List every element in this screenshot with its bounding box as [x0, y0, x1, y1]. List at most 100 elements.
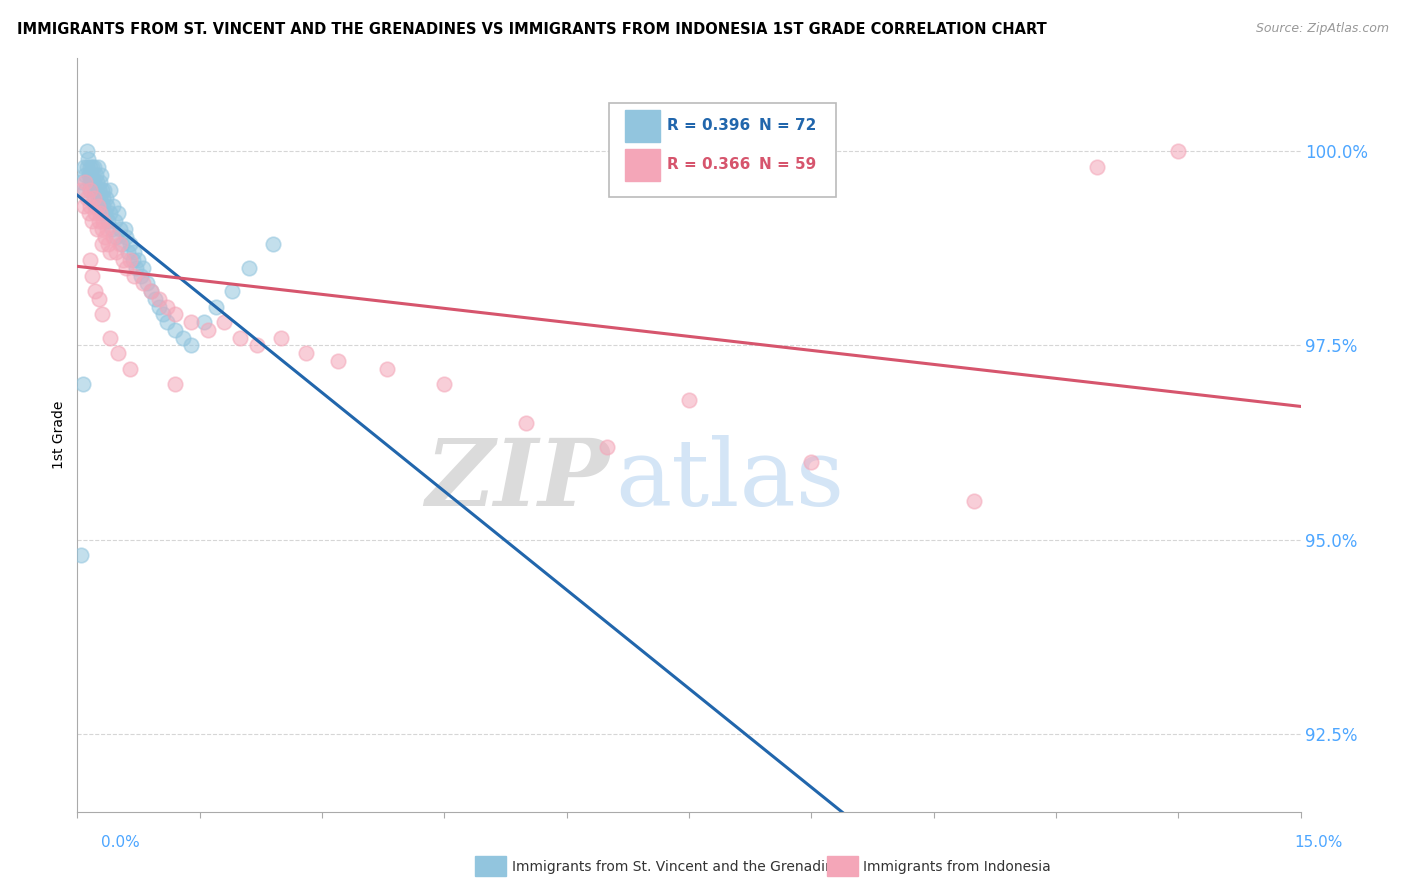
Point	[111, 237, 134, 252]
Text: atlas: atlas	[616, 435, 845, 525]
Point	[125, 260, 148, 275]
Point	[70, 175, 93, 189]
Point	[120, 237, 142, 252]
Point	[87, 214, 110, 228]
Point	[127, 252, 149, 267]
FancyBboxPatch shape	[609, 103, 835, 197]
Point	[270, 331, 292, 345]
Point	[193, 315, 215, 329]
Text: N = 59: N = 59	[759, 157, 815, 172]
Point	[103, 199, 125, 213]
Point	[90, 168, 112, 182]
Point	[180, 315, 202, 329]
Point	[1085, 160, 1108, 174]
Point	[124, 268, 146, 283]
Point	[115, 229, 138, 244]
Point	[75, 183, 97, 197]
Point	[262, 237, 284, 252]
Point	[129, 268, 152, 283]
Point	[98, 183, 121, 197]
Point	[963, 494, 986, 508]
Point	[121, 252, 143, 267]
Point	[97, 214, 120, 228]
Point	[87, 292, 110, 306]
Point	[84, 284, 107, 298]
Point	[83, 191, 105, 205]
Point	[172, 331, 194, 345]
Point	[76, 191, 98, 205]
Point	[89, 199, 111, 213]
Point	[72, 377, 94, 392]
Point	[107, 346, 129, 360]
Point	[294, 346, 316, 360]
Point	[86, 222, 108, 236]
Point	[212, 315, 235, 329]
Point	[80, 175, 103, 189]
Point	[90, 222, 112, 236]
Point	[76, 145, 98, 159]
Point	[80, 160, 103, 174]
Point	[93, 214, 115, 228]
Point	[117, 245, 139, 260]
Point	[148, 300, 170, 314]
Point	[246, 338, 269, 352]
Point	[165, 307, 187, 321]
Point	[90, 237, 112, 252]
Point	[94, 191, 117, 205]
Point	[70, 183, 93, 197]
Bar	[626, 110, 659, 142]
Point	[433, 377, 456, 392]
Bar	[626, 149, 659, 181]
Point	[87, 183, 110, 197]
Point	[79, 183, 101, 197]
Point	[103, 229, 125, 244]
Text: 0.0%: 0.0%	[101, 836, 141, 850]
Point	[120, 252, 142, 267]
Point	[79, 175, 101, 189]
Point	[77, 152, 100, 166]
Point	[75, 168, 97, 182]
Point	[156, 315, 179, 329]
Point	[76, 160, 98, 174]
Point	[87, 191, 110, 205]
Point	[131, 277, 153, 291]
Point	[84, 168, 107, 182]
Point	[375, 361, 398, 376]
Text: ZIP: ZIP	[425, 435, 609, 525]
Point	[98, 245, 121, 260]
Point	[80, 268, 103, 283]
Point	[83, 175, 105, 189]
Point	[79, 199, 101, 213]
Point	[131, 260, 153, 275]
Point	[108, 222, 131, 236]
Point	[156, 300, 179, 314]
Text: Source: ZipAtlas.com: Source: ZipAtlas.com	[1256, 22, 1389, 36]
Point	[80, 214, 103, 228]
Point	[143, 292, 166, 306]
Text: N = 72: N = 72	[759, 119, 815, 133]
Point	[105, 245, 128, 260]
Point	[100, 222, 122, 236]
Point	[89, 191, 111, 205]
Point	[96, 222, 118, 236]
Point	[139, 284, 162, 298]
Point	[104, 214, 127, 228]
Point	[115, 260, 138, 275]
Point	[596, 440, 619, 454]
Point	[111, 252, 134, 267]
Point	[83, 191, 105, 205]
Point	[678, 392, 700, 407]
Point	[165, 377, 187, 392]
Point	[165, 323, 187, 337]
Point	[79, 183, 101, 197]
Point	[70, 549, 93, 563]
Point	[94, 206, 117, 220]
Point	[86, 175, 108, 189]
Point	[83, 183, 105, 197]
Text: Immigrants from St. Vincent and the Grenadines: Immigrants from St. Vincent and the Gren…	[512, 860, 849, 874]
Point	[148, 292, 170, 306]
Point	[84, 199, 107, 213]
Point	[197, 323, 219, 337]
Point	[98, 331, 121, 345]
Point	[75, 175, 97, 189]
